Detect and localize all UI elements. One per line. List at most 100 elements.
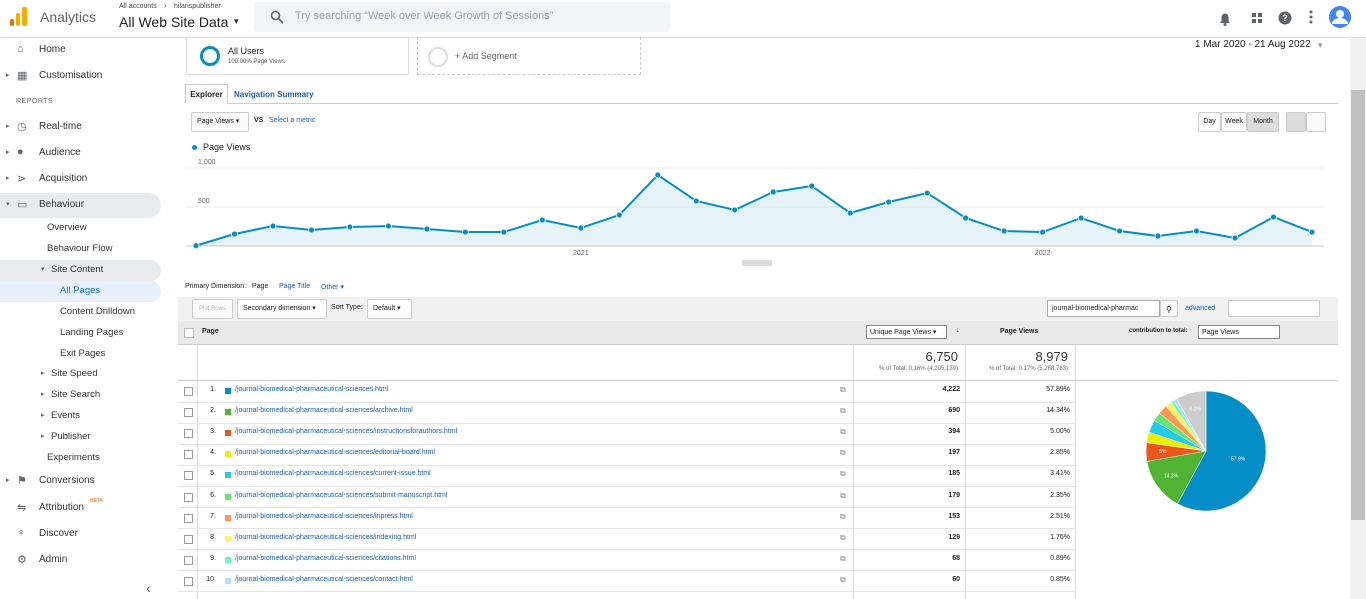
point [654, 171, 662, 179]
nav-item[interactable]: Site Search [51, 389, 101, 400]
nav-item[interactable]: Content Drilldown [60, 306, 135, 317]
line-chart-toggle[interactable] [1286, 112, 1306, 132]
column-header[interactable]: Page [202, 328, 219, 335]
granularity-button[interactable]: Month [1247, 112, 1279, 132]
nav-item[interactable]: Real-time [39, 121, 82, 132]
nav-item[interactable]: Acquisition [39, 173, 88, 184]
nav-item[interactable]: Overview [47, 222, 87, 233]
granularity-button[interactable]: Day [1198, 112, 1221, 132]
open-page-icon[interactable]: ⧉ [840, 532, 846, 542]
column-header[interactable]: Page Views [1000, 328, 1039, 335]
page-link[interactable]: /journal-biomedical-pharmaceutical-scien… [235, 554, 416, 562]
nav-item[interactable]: Publisher [51, 431, 91, 442]
nav-item[interactable]: Exit Pages [60, 348, 106, 359]
nav-item[interactable]: All Pages [60, 285, 101, 296]
open-page-icon[interactable]: ⧉ [840, 553, 846, 563]
row-checkbox[interactable] [184, 408, 193, 418]
page-link[interactable]: /journal-biomedical-pharmaceutical-scien… [235, 407, 413, 415]
table-search[interactable]: journal-biomedical-pharmac [1047, 300, 1160, 317]
row-checkbox[interactable] [184, 513, 193, 523]
row-checkbox[interactable] [184, 555, 193, 565]
advanced-link[interactable]: advanced [1185, 305, 1216, 312]
row-checkbox[interactable] [184, 534, 193, 544]
dimension-option[interactable]: Other ▾ [321, 284, 344, 291]
collapse-button[interactable]: ‹ [146, 580, 151, 596]
sort-value: Default [373, 305, 396, 312]
select-metric[interactable]: Select a metric [269, 117, 316, 124]
plot-rows-button[interactable]: Plot Rows [192, 299, 233, 319]
granularity-button[interactable]: Week [1221, 112, 1247, 132]
open-page-icon[interactable]: ⧉ [840, 448, 846, 458]
column-header[interactable]: Unique Page Views ▾ [866, 325, 947, 339]
notifications-icon[interactable] [1220, 13, 1230, 24]
add-segment-card[interactable] [417, 37, 641, 75]
nav-item[interactable]: Experiments [47, 452, 100, 463]
nav-item[interactable]: Attribution [39, 502, 85, 513]
row-checkbox[interactable] [184, 429, 193, 439]
row-checkbox[interactable] [184, 471, 193, 481]
tab[interactable]: Explorer [185, 84, 228, 104]
dimension-option[interactable]: Page [252, 283, 269, 290]
scrollbar-thumb[interactable] [1351, 90, 1365, 520]
nav-item[interactable]: Site Speed [51, 368, 98, 379]
page-link[interactable]: /journal-biomedical-pharmaceutical-scien… [235, 533, 417, 541]
row-checkbox[interactable] [184, 387, 193, 396]
search-box[interactable] [254, 2, 670, 32]
nav-item[interactable]: Behaviour Flow [47, 243, 113, 254]
sort-arrow[interactable]: ↓ [956, 327, 960, 334]
contribution-dropdown[interactable]: Page Views [1198, 325, 1280, 339]
help-icon[interactable] [1278, 11, 1292, 25]
date-range[interactable]: 1 Mar 2020 - 21 Aug 2022 [1195, 39, 1311, 50]
open-page-icon[interactable]: ⧉ [840, 406, 846, 416]
row-index: 7. [210, 512, 216, 520]
motion-chart-toggle[interactable] [1306, 112, 1326, 132]
page-link[interactable]: /journal-biomedical-pharmaceutical-scien… [235, 428, 458, 436]
view-selector[interactable]: All Web Site Data [119, 14, 229, 30]
metric-dropdown[interactable]: Page Views ▾ [191, 112, 249, 132]
avatar[interactable] [1328, 5, 1352, 29]
select-all-checkbox[interactable] [184, 328, 194, 338]
breadcrumb[interactable]: All accounts [119, 3, 157, 10]
nav-item[interactable]: Discover [39, 528, 78, 539]
sort-dropdown[interactable]: Default ▾ [367, 299, 412, 319]
open-page-icon[interactable]: ⧉ [840, 490, 846, 500]
page-link[interactable]: /journal-biomedical-pharmaceutical-scien… [235, 449, 435, 457]
nav-item[interactable]: Events [51, 410, 81, 421]
page-link[interactable]: /journal-biomedical-pharmaceutical-scien… [235, 470, 431, 478]
open-page-icon[interactable]: ⧉ [840, 427, 846, 437]
add-segment[interactable]: + Add Segment [455, 51, 517, 61]
nav-item[interactable]: Home [39, 44, 66, 55]
secondary-dimension[interactable]: Secondary dimension ▾ [237, 299, 327, 319]
nav-item[interactable]: Site Content [51, 264, 104, 275]
open-page-icon[interactable]: ⧉ [840, 385, 846, 394]
range-handle[interactable] [742, 260, 772, 266]
open-page-icon[interactable]: ⧉ [840, 574, 846, 584]
column-rule [853, 344, 854, 599]
page-link[interactable]: /journal-biomedical-pharmaceutical-scien… [235, 491, 448, 499]
totals-row [178, 344, 1338, 381]
nav-item[interactable]: Behaviour [39, 199, 85, 210]
segment-card[interactable] [186, 37, 409, 75]
nav-item[interactable]: Admin [39, 554, 68, 565]
nav-item[interactable]: Customisation [39, 70, 103, 81]
tab[interactable]: Navigation Summary [234, 90, 314, 99]
dimension-option[interactable]: Page Title [279, 283, 311, 290]
nav-item[interactable]: Landing Pages [60, 327, 124, 338]
open-page-icon[interactable]: ⧉ [840, 511, 846, 521]
row-checkbox[interactable] [184, 492, 193, 502]
x-tick-label: 2021 [573, 250, 589, 257]
search-button[interactable]: ⚲ [1160, 300, 1178, 317]
breadcrumb[interactable]: hilarispublisher [174, 3, 221, 10]
nav-item[interactable]: Audience [39, 147, 81, 158]
page-link[interactable]: /journal-biomedical-pharmaceutical-scien… [235, 386, 389, 393]
row-checkbox[interactable] [184, 450, 193, 460]
more-icon[interactable] [1309, 10, 1313, 24]
open-page-icon[interactable]: ⧉ [840, 469, 846, 479]
nav-item[interactable]: Conversions [39, 475, 95, 486]
row-rule [178, 549, 1075, 551]
apps-icon[interactable] [1252, 13, 1262, 23]
row-checkbox[interactable] [184, 576, 193, 586]
view-toggles[interactable] [1228, 300, 1320, 317]
page-link[interactable]: /journal-biomedical-pharmaceutical-scien… [235, 512, 413, 520]
page-link[interactable]: /journal-biomedical-pharmaceutical-scien… [235, 575, 413, 583]
